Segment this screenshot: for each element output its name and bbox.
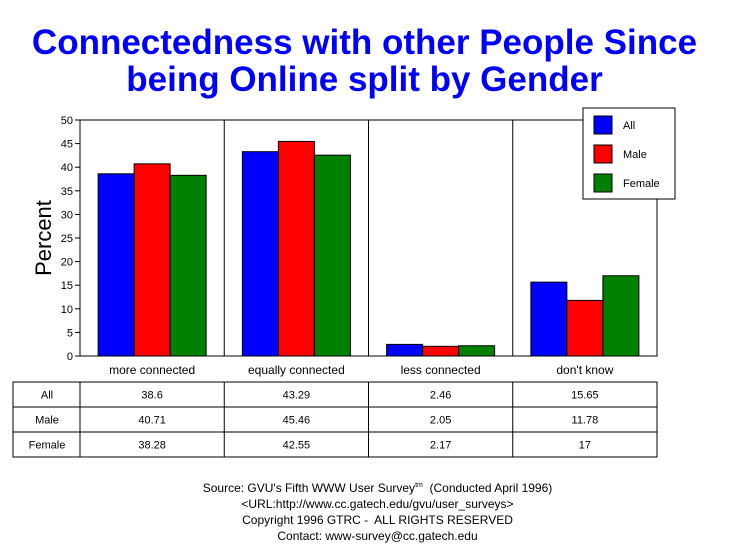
trademark-sup: tm xyxy=(415,482,423,489)
y-tick-label: 50 xyxy=(61,115,73,127)
table-cell-value: 40.71 xyxy=(138,415,166,427)
data-table-frame xyxy=(12,381,658,458)
legend-label: Male xyxy=(623,149,647,161)
bar-male xyxy=(133,163,171,357)
bar-female xyxy=(602,275,640,357)
legend-swatch-all xyxy=(593,115,613,135)
y-tick-label: 10 xyxy=(61,304,73,316)
bar-male xyxy=(422,345,460,357)
bar-all xyxy=(530,281,568,357)
source-line: Source: GVU's Fifth WWW User Surveytm (C… xyxy=(0,478,729,496)
source-date: (Conducted April 1996) xyxy=(422,481,553,495)
legend-swatch-male xyxy=(593,144,613,164)
table-cell-value: 11.78 xyxy=(572,415,599,427)
table-cell-value: 15.65 xyxy=(571,390,599,402)
chart-title-line-1: Connectedness with other People Since xyxy=(31,23,698,62)
table-cell-value: 42.55 xyxy=(283,440,311,452)
table-row-header: All xyxy=(41,390,53,402)
bar-male xyxy=(566,299,604,357)
table-row-header: Male xyxy=(35,415,59,427)
y-tick-label: 15 xyxy=(61,280,73,292)
x-tick-label: don't know xyxy=(556,363,613,377)
bar-all xyxy=(241,151,279,357)
y-tick-label: 30 xyxy=(61,209,73,221)
legend-swatch-female xyxy=(593,173,613,193)
bar-all xyxy=(97,173,135,357)
x-tick-label: equally connected xyxy=(248,363,345,377)
bar-female xyxy=(313,154,351,357)
table-cell-value: 17 xyxy=(579,440,591,452)
table-cell-value: 38.28 xyxy=(138,440,166,452)
bar-all xyxy=(386,343,424,357)
y-tick-label: 20 xyxy=(61,257,73,269)
chart-title: Connectedness with other People Since be… xyxy=(0,24,729,98)
bar-female xyxy=(169,174,207,357)
legend-label: Female xyxy=(623,178,660,190)
legend-label: All xyxy=(623,120,635,132)
x-tick-label: less connected xyxy=(401,363,481,377)
table-cell-value: 38.6 xyxy=(141,390,162,402)
y-axis-label: Percent xyxy=(31,200,56,276)
y-tick-label: 25 xyxy=(61,233,73,245)
table-cell-value: 2.05 xyxy=(430,415,451,427)
table-cell-value: 43.29 xyxy=(283,390,311,402)
url-line: <URL:http://www.cc.gatech.edu/gvu/user_s… xyxy=(241,497,514,511)
copyright-line: Copyright 1996 GTRC - ALL RIGHTS RESERVE… xyxy=(242,513,513,527)
x-tick-label: more connected xyxy=(109,363,195,377)
table-cell-value: 2.17 xyxy=(430,440,451,452)
y-tick-label: 0 xyxy=(67,351,73,363)
y-tick-label: 40 xyxy=(61,162,73,174)
contact-line: Contact: www-survey@cc.gatech.edu xyxy=(277,529,478,543)
source-footer: Source: GVU's Fifth WWW User Surveytm (C… xyxy=(0,478,729,544)
y-tick-label: 35 xyxy=(61,186,73,198)
y-tick-label: 5 xyxy=(67,327,73,339)
bar-female xyxy=(458,345,496,357)
table-cell-value: 2.46 xyxy=(430,390,451,402)
table-row-header: Female xyxy=(29,440,66,452)
table-cell-value: 45.46 xyxy=(283,415,311,427)
bar-male xyxy=(277,140,315,357)
source-text: Source: GVU's Fifth WWW User Survey xyxy=(202,481,416,495)
chart-title-line-2: being Online split by Gender xyxy=(126,60,603,99)
y-tick-label: 45 xyxy=(61,139,73,151)
